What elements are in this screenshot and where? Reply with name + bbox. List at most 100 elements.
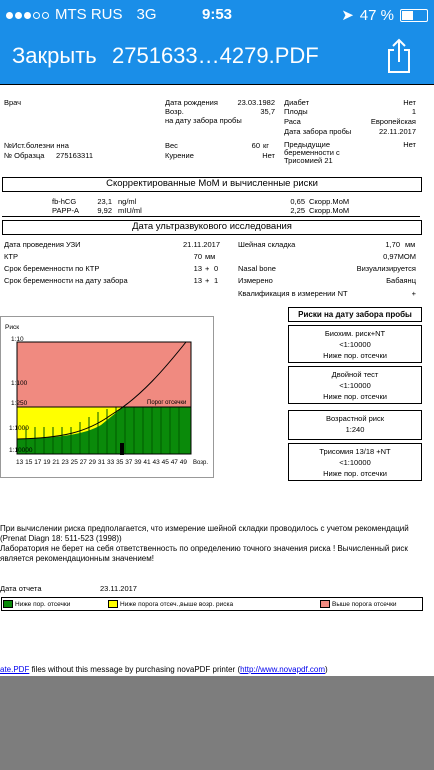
srok-weeks: 13 — [193, 264, 202, 273]
date-zab-label: Дата забора пробы — [284, 127, 352, 136]
x-tick: 37 — [125, 459, 133, 466]
x-tick: 33 — [107, 459, 115, 466]
prev-l1: Предыдущие — [284, 140, 330, 149]
legend-item: Ниже пор. отсечки — [3, 600, 70, 608]
izm-label: Измерено — [238, 276, 273, 285]
novapdf-link[interactable]: http://www.novapdf.com — [240, 665, 326, 674]
x-tick: 45 — [162, 459, 170, 466]
x-tick: 21 — [52, 459, 60, 466]
risk-name: Двойной тест — [331, 370, 379, 379]
diab-value: Нет — [403, 98, 416, 107]
legend-label: Выше порога отсечки — [332, 600, 397, 608]
nav-bar: Закрыть 2751633…4279.PDF — [0, 30, 434, 84]
document-title: 2751633…4279.PDF — [112, 43, 319, 68]
obr-value: 275163311 — [56, 151, 93, 160]
x-axis-label: Возр. — [193, 460, 208, 466]
y-tick: 1:250 — [11, 400, 28, 407]
ktr-unit: мм — [205, 252, 216, 261]
carrier-area: MTS RUS 3G — [6, 6, 157, 23]
report-date-value: 23.11.2017 — [100, 584, 137, 593]
legend-label: Ниже пор. отсечки — [15, 600, 71, 608]
pdf-page[interactable]: Врач №Ист.болезни нна № Образца 27516331… — [0, 84, 434, 676]
neck-label: Шейная складка — [238, 240, 296, 249]
legend-swatch — [3, 600, 13, 608]
battery-icon — [400, 8, 428, 22]
green-zone — [17, 407, 191, 454]
mom-row-value: 23,1 — [97, 197, 112, 206]
age-value: 35,7 — [260, 107, 275, 116]
vrach-label: Врач — [4, 98, 22, 107]
plod-label: Плоды — [284, 107, 308, 116]
neck-unit: мм — [405, 240, 416, 249]
signal-icon — [6, 6, 51, 23]
mom-row-value: 9,92 — [97, 206, 112, 215]
divider — [2, 216, 420, 217]
mom-row-name: PAPP-A — [52, 206, 79, 215]
legend-item: Ниже порога отсеч.,выше возр. риска — [108, 600, 233, 608]
smoke-label: Курение — [165, 151, 194, 160]
risk-card: Возрастной риск 1:240 — [288, 410, 422, 440]
x-tick: 39 — [134, 459, 142, 466]
risk-value: <1:10000 — [339, 381, 371, 390]
close-button[interactable]: Закрыть — [12, 43, 97, 68]
mom-section-title: Скорректированные МоМ и вычисленные риск… — [2, 177, 422, 192]
legend-item: Выше порога отсечки — [320, 600, 397, 608]
nasal-label: Nasal bone — [238, 264, 276, 273]
x-tick: 43 — [153, 459, 161, 466]
plot-frame — [16, 341, 192, 455]
date-zab-value: 22.11.2017 — [379, 127, 416, 136]
srok-plus: + — [205, 264, 210, 273]
risk-card: Двойной тест <1:10000 Ниже пор. отсечки — [288, 366, 422, 404]
weight-unit: кг — [263, 141, 270, 150]
prev-value: Нет — [403, 140, 416, 149]
age-sub-label: на дату забора пробы — [165, 116, 242, 125]
prev-l3: Трисомией 21 — [284, 156, 333, 165]
location-arrow-icon: ➤ — [341, 7, 354, 24]
risk-name: Возрастной риск — [325, 414, 385, 423]
age-risk-curve — [16, 341, 187, 440]
izm-value: Бабаянц — [386, 276, 416, 285]
x-tick: 35 — [116, 459, 124, 466]
age-label: Возр. — [165, 107, 184, 116]
uzi-section-title: Дата ультразвукового исследования — [2, 220, 422, 235]
risk-value: <1:10000 — [339, 458, 371, 467]
prev-l2: беременности с — [284, 148, 340, 157]
mom-row-unit: mIU/ml — [118, 206, 142, 215]
risk-name: Биохим. риск+NT — [324, 329, 386, 338]
kval-value: + — [411, 289, 416, 298]
x-tick: 13 — [16, 459, 24, 466]
weight-label: Вес — [165, 141, 178, 150]
x-tick: 47 — [171, 459, 179, 466]
dob-value: 23.03.1982 — [237, 98, 275, 107]
smoke-value: Нет — [262, 151, 275, 160]
dob-label: Дата рождения — [165, 98, 218, 107]
status-bar: MTS RUS 3G 9:53 ➤ 47 % — [0, 0, 434, 30]
risk-chart-svg: Риск 1:10 1:100 1:250 1:1000 1:10000 Пор… — [5, 324, 208, 466]
risk-name: Трисомия 13/18 +NT — [319, 447, 391, 456]
y-tick: 1:10 — [11, 336, 24, 343]
srok-days: 0 — [214, 264, 219, 273]
ist-label: №Ист.болезни нна — [4, 141, 69, 150]
uzi-date-value: 21.11.2017 — [183, 240, 220, 249]
mom-row-unit: ng/ml — [118, 197, 137, 206]
risk-result: Ниже пор. отсечки — [323, 351, 387, 360]
srok2-plus: + — [205, 276, 210, 285]
page-gap — [0, 676, 434, 770]
carrier-label: MTS RUS — [55, 6, 123, 23]
risk-axis-title: Риск — [5, 324, 19, 331]
mom-row-mom: 0,65 — [290, 197, 305, 206]
mom-row-name: fb-hCG — [52, 197, 77, 206]
battery-percent: 47 % — [359, 6, 394, 24]
mom-row-mom: 2,25 — [290, 206, 305, 215]
x-tick: 49 — [180, 459, 188, 466]
note-line: Лаборатория не берет на себя ответственн… — [0, 544, 408, 553]
x-axis-ticks: 13 15 17 19 21 23 25 27 29 31 33 35 37 39 41 43 45 47 49 — [16, 459, 187, 466]
patient-marker — [120, 443, 124, 455]
risk-value: <1:10000 — [339, 340, 371, 349]
risk-value: 1:240 — [345, 425, 365, 434]
legend: Ниже пор. отсечки Ниже порога отсеч.,выш… — [1, 597, 423, 611]
footer-pre-link[interactable]: ate.PDF — [0, 665, 30, 674]
threshold-label: Порог отсечки — [147, 400, 186, 406]
risk-chart: Риск 1:10 1:100 1:250 1:1000 1:10000 Пор… — [0, 316, 214, 478]
share-icon[interactable] — [384, 38, 414, 74]
